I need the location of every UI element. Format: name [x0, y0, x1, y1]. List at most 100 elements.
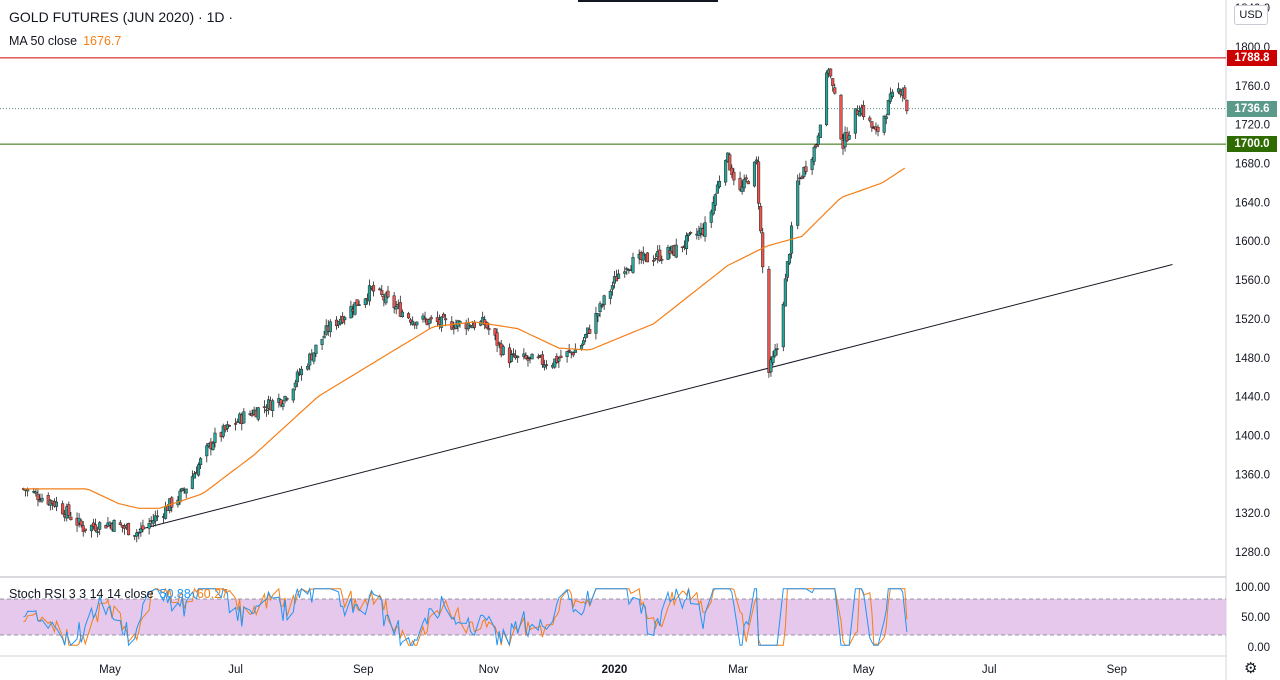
candle-body — [742, 179, 746, 189]
gear-icon[interactable]: ⚙ — [1244, 660, 1258, 677]
stoch-rsi-legend[interactable]: Stoch RSI 3 3 14 14 close 50.88 60.27 — [9, 587, 228, 601]
price-axis-tick: 1480.0 — [1235, 353, 1270, 365]
candle-body — [54, 501, 59, 507]
candle-body — [299, 368, 304, 376]
time-axis-tick: Jul — [982, 664, 997, 676]
candle-body — [472, 322, 476, 328]
candle-body — [754, 159, 759, 162]
candle-body — [26, 489, 30, 492]
candle-body — [98, 522, 102, 530]
candle-body — [689, 232, 693, 234]
candle-body — [582, 340, 586, 345]
candle-body — [196, 464, 201, 476]
last-price-label: 1736.6 — [1227, 100, 1277, 117]
candle-body — [242, 411, 246, 424]
candle-body — [814, 144, 818, 147]
candle-body — [886, 100, 890, 116]
candle-body — [730, 167, 734, 175]
candle-body — [421, 315, 425, 320]
candle-body — [199, 458, 203, 466]
price-axis-tick: 1600.0 — [1235, 236, 1270, 248]
candle-body — [83, 528, 87, 531]
candle-body — [831, 78, 835, 86]
candle-body — [829, 68, 833, 77]
support-price-label: 1700.0 — [1227, 136, 1277, 153]
candle-body — [415, 321, 419, 326]
candle-body — [641, 252, 645, 261]
time-axis-tick: Jul — [228, 664, 243, 676]
candle-body — [363, 298, 367, 306]
currency-badge[interactable]: USD — [1234, 5, 1268, 25]
ma50-line — [23, 167, 906, 509]
candle-body — [617, 273, 621, 279]
candle-body — [394, 306, 398, 310]
price-axis-tick: 1440.0 — [1235, 392, 1270, 404]
candle-body — [625, 268, 629, 270]
candle-body — [104, 524, 108, 529]
candle-body — [384, 293, 388, 304]
candle-body — [703, 222, 707, 237]
candle-body — [293, 382, 297, 388]
price-axis-tick: 1360.0 — [1235, 469, 1270, 481]
candle-body — [602, 295, 606, 305]
candle-body — [833, 87, 837, 94]
candle-body — [897, 88, 901, 93]
candle-body — [717, 180, 722, 188]
candle-body — [796, 180, 800, 226]
candle-body — [744, 177, 748, 180]
candle-body — [544, 364, 549, 366]
rsi-axis-tick: 100.00 — [1235, 582, 1270, 594]
candle-body — [631, 257, 635, 273]
candle-body — [584, 334, 588, 339]
time-axis-tick: May — [853, 664, 875, 676]
candle-body — [759, 205, 763, 232]
candle-body — [141, 525, 145, 530]
candle-body — [40, 497, 44, 502]
candle-body — [180, 488, 184, 491]
candle-body — [67, 504, 71, 516]
candle-body — [442, 313, 446, 318]
candle-body — [367, 285, 371, 302]
candle-body — [645, 252, 649, 263]
time-axis-tick: Mar — [728, 664, 748, 676]
symbol-title[interactable]: GOLD FUTURES (JUN 2020) · 1D · — [9, 9, 233, 25]
price-axis-tick: 1760.0 — [1235, 81, 1270, 93]
candle-body — [588, 328, 592, 334]
candle-body — [264, 409, 269, 412]
candle-body — [271, 400, 275, 411]
candle-body — [598, 303, 602, 312]
candle-body — [905, 99, 909, 112]
rsi-axis-tick: 50.00 — [1241, 612, 1270, 624]
candle-body — [882, 115, 886, 133]
candle-body — [847, 135, 851, 140]
ma-legend[interactable]: MA 50 close 1676.7 — [9, 34, 121, 48]
candle-body — [512, 353, 516, 355]
candle-body — [213, 432, 217, 443]
candle-body — [509, 354, 514, 362]
candle-body — [569, 351, 573, 354]
resistance-price-label: 1788.8 — [1227, 49, 1277, 66]
candle-body — [320, 338, 324, 345]
price-axis-tick: 1680.0 — [1235, 159, 1270, 171]
rsi-axis-tick: 0.00 — [1248, 642, 1270, 654]
candle-body — [372, 285, 376, 292]
candle-body — [516, 355, 520, 358]
candle-body — [608, 290, 612, 299]
candle-body — [94, 524, 98, 531]
candle-body — [668, 249, 672, 254]
candle-body — [839, 94, 843, 140]
candle-body — [787, 253, 792, 264]
candle-body — [785, 261, 789, 278]
symbol-title-text: GOLD FUTURES (JUN 2020) · 1D · — [9, 9, 234, 25]
candle-body — [312, 352, 316, 362]
candle-body — [46, 495, 50, 505]
candle-body — [783, 278, 787, 307]
candle-body — [36, 494, 40, 500]
candle-body — [800, 176, 804, 179]
candle-body — [314, 344, 318, 354]
candle-body — [118, 522, 122, 525]
time-axis-tick: May — [99, 664, 121, 676]
trendline — [138, 264, 1173, 531]
candle-body — [596, 313, 600, 317]
